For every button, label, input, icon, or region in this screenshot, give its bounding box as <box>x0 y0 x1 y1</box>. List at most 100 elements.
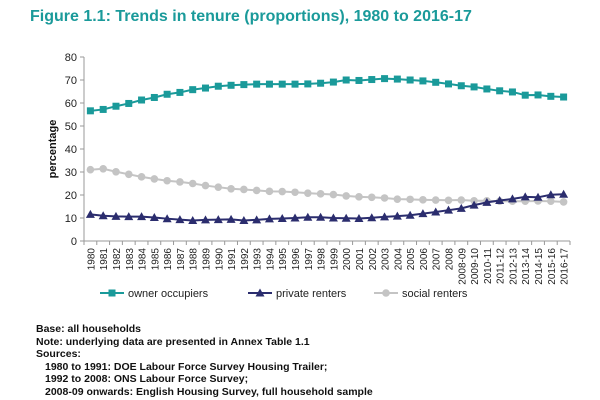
data-point <box>392 211 402 220</box>
data-point <box>98 211 108 220</box>
data-point <box>419 77 427 85</box>
data-point <box>546 190 556 199</box>
data-point <box>393 75 401 83</box>
data-point <box>354 213 364 222</box>
data-point <box>329 78 337 86</box>
x-tick-label: 2013-14 <box>521 248 532 285</box>
x-tick-label: 1997 <box>304 248 315 271</box>
y-tick-label: 0 <box>71 236 77 248</box>
data-point <box>189 86 197 94</box>
x-tick-label: 1982 <box>112 248 123 271</box>
x-tick-label: 1990 <box>214 248 225 271</box>
y-tick-label: 20 <box>65 190 77 202</box>
data-point <box>111 211 121 220</box>
data-point <box>303 212 313 221</box>
chart-notes: Base: all households Note: underlying da… <box>36 323 373 398</box>
series-private-renters <box>85 189 569 225</box>
data-point <box>188 179 197 188</box>
data-point <box>304 80 312 88</box>
legend-item: owner occupiers <box>100 288 209 300</box>
data-point <box>253 80 261 88</box>
data-point <box>175 215 185 224</box>
legend-item: private renters <box>248 288 347 300</box>
data-point <box>227 81 235 89</box>
x-tick-label: 2006 <box>419 248 430 271</box>
data-point <box>163 176 171 185</box>
x-tick-label: 2002 <box>368 248 379 271</box>
data-point <box>432 78 440 86</box>
x-tick-label: 1995 <box>278 248 289 271</box>
data-point <box>367 213 377 222</box>
data-point <box>559 189 569 198</box>
data-point <box>112 102 120 110</box>
data-point <box>278 187 287 196</box>
x-tick-label: 1986 <box>163 248 174 271</box>
data-point <box>483 85 491 93</box>
x-tick-label: 1984 <box>138 248 149 271</box>
data-point <box>163 90 171 98</box>
source-line: 1992 to 2008: ONS Labour Force Survey; <box>45 373 249 385</box>
data-point <box>444 205 453 214</box>
data-point <box>149 213 159 222</box>
y-tick-label: 60 <box>65 98 77 110</box>
x-tick-label: 1983 <box>125 248 136 271</box>
data-point <box>226 214 236 223</box>
x-tick-label: 2009-10 <box>470 248 481 285</box>
legend-marker <box>382 289 390 297</box>
data-point <box>239 216 249 225</box>
data-point <box>355 193 363 201</box>
y-tick-label: 30 <box>65 167 77 179</box>
data-point <box>328 213 338 222</box>
legend-marker <box>255 288 265 297</box>
x-tick-label: 1980 <box>86 248 97 271</box>
data-point <box>137 212 147 221</box>
data-point <box>507 194 517 203</box>
data-point <box>291 188 299 197</box>
data-point <box>214 82 222 90</box>
data-point <box>547 197 555 206</box>
data-point <box>85 209 95 218</box>
data-point <box>406 195 414 204</box>
x-tick-label: 1988 <box>189 248 200 271</box>
x-tick-label: 2012-13 <box>508 248 519 285</box>
data-point <box>162 214 172 223</box>
data-point <box>393 195 402 203</box>
data-point <box>240 185 248 194</box>
data-point <box>213 215 223 224</box>
x-tick-label: 1999 <box>329 248 340 271</box>
y-tick-label: 70 <box>65 75 77 87</box>
data-point <box>431 207 441 216</box>
data-point <box>496 87 504 95</box>
data-point <box>508 88 516 96</box>
legend-label: private renters <box>276 288 347 300</box>
sources-label: Sources: <box>36 348 81 360</box>
x-tick-label: 1987 <box>176 248 187 271</box>
x-tick-label: 2011-12 <box>496 248 507 284</box>
y-tick-label: 80 <box>65 52 77 64</box>
y-tick-label: 10 <box>65 213 77 225</box>
data-point <box>227 184 235 193</box>
data-point <box>368 76 376 84</box>
base-note: Base: all households <box>36 323 142 335</box>
data-point <box>317 79 325 87</box>
x-tick-label: 1989 <box>202 248 213 271</box>
data-point <box>86 107 94 115</box>
annex-note: Note: underlying data are presented in A… <box>36 335 310 348</box>
x-tick-label: 2007 <box>432 248 443 271</box>
data-point <box>112 167 120 176</box>
x-tick-label: 2005 <box>406 248 417 271</box>
data-point <box>176 88 184 96</box>
x-tick-label: 2008 <box>445 248 456 271</box>
data-point <box>150 175 159 183</box>
legend-label: owner occupiers <box>128 288 209 300</box>
x-tick-label: 1985 <box>150 248 161 271</box>
data-point <box>469 200 479 209</box>
data-point <box>560 93 568 101</box>
data-point <box>431 196 440 204</box>
series-line <box>90 193 564 222</box>
data-point <box>99 164 107 173</box>
data-point <box>419 196 427 204</box>
y-tick-label: 50 <box>65 121 77 133</box>
x-tick-label: 2001 <box>355 248 366 271</box>
source-line: 1980 to 1991: DOE Labour Force Survey Ho… <box>45 360 328 373</box>
